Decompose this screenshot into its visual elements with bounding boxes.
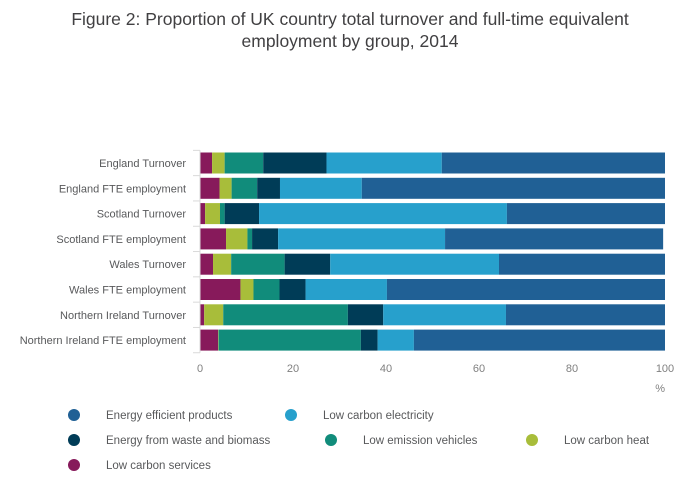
bar-segment-low-carbon-services-1: [200, 177, 220, 199]
bar-segment-energy-efficient-products-3: [445, 228, 664, 250]
x-tick-label-1: 20: [287, 363, 299, 375]
legend-swatch-3: [325, 434, 337, 446]
bar-segment-energy-efficient-products-7: [413, 329, 665, 351]
bar-segment-low-carbon-services-4: [200, 253, 214, 275]
bar-segment-energy-from-waste-and-biomass-3: [252, 228, 279, 250]
bar-segment-low-carbon-services-6: [200, 304, 205, 326]
bar-segment-low-carbon-heat-0: [212, 152, 225, 174]
category-labels: England Turnover England FTE employment Sc…: [20, 149, 201, 354]
bar-segment-energy-from-waste-and-biomass-4: [284, 253, 331, 275]
chart-title: Figure 2: Proportion of UK country total…: [0, 8, 700, 52]
bar-segment-low-emission-vehicles-1: [231, 177, 258, 199]
bar-segment-low-carbon-heat-4: [213, 253, 232, 275]
category-label-5: Wales FTE employment: [69, 285, 186, 297]
bar-segment-low-carbon-heat-2: [205, 203, 220, 225]
bars-group: [200, 152, 665, 351]
bar-segment-low-carbon-electricity-0: [326, 152, 442, 174]
legend-item-energy-from-waste-and-biomass[interactable]: Energy from waste and biomass: [68, 434, 271, 447]
bar-segment-low-carbon-electricity-3: [278, 228, 446, 250]
bar-segment-low-carbon-services-3: [200, 228, 227, 250]
legend-label-5: Low carbon services: [106, 460, 211, 472]
category-label-6: Northern Ireland Turnover: [60, 310, 186, 322]
category-label-4: Wales Turnover: [109, 259, 186, 271]
legend-swatch-4: [526, 434, 538, 446]
chart-title-line-2: employment by group, 2014: [241, 31, 459, 51]
bar-segment-low-carbon-services-2: [200, 203, 206, 225]
legend-label-4: Low carbon heat: [564, 435, 650, 447]
legend-item-low-carbon-services[interactable]: Low carbon services: [68, 459, 211, 472]
bar-segment-low-carbon-electricity-7: [377, 329, 414, 351]
legend-swatch-2: [68, 434, 80, 446]
bar-segment-low-carbon-heat-3: [226, 228, 248, 250]
legend-label-2: Energy from waste and biomass: [106, 435, 271, 447]
category-label-2: Scotland Turnover: [97, 209, 187, 221]
legend-item-low-carbon-heat[interactable]: Low carbon heat: [526, 434, 650, 447]
bar-segment-energy-from-waste-and-biomass-7: [360, 329, 378, 351]
bar-segment-low-carbon-heat-6: [204, 304, 224, 326]
legend-label-0: Energy efficient products: [106, 410, 233, 422]
legend-label-3: Low emission vehicles: [363, 435, 478, 447]
x-tick-label-4: 80: [566, 363, 578, 375]
legend: Energy efficient products Low carbon elec…: [68, 409, 650, 472]
bar-segment-low-carbon-electricity-5: [305, 279, 387, 300]
legend-item-low-emission-vehicles[interactable]: Low emission vehicles: [325, 434, 478, 447]
bar-segment-low-emission-vehicles-4: [231, 253, 285, 275]
x-tick-label-5: 100: [656, 363, 674, 375]
bar-segment-low-carbon-heat-1: [219, 177, 232, 199]
bar-segment-low-carbon-electricity-2: [259, 203, 507, 225]
legend-label-1: Low carbon electricity: [323, 410, 434, 422]
bar-segment-low-emission-vehicles-6: [223, 304, 348, 326]
legend-item-energy-efficient-products[interactable]: Energy efficient products: [68, 409, 233, 422]
x-tick-label-2: 40: [380, 363, 392, 375]
bar-segment-low-carbon-electricity-6: [383, 304, 506, 326]
bar-segment-low-emission-vehicles-5: [253, 279, 280, 300]
chart-title-line-1: Figure 2: Proportion of UK country total…: [71, 9, 629, 29]
bar-segment-low-emission-vehicles-7: [218, 329, 361, 351]
bar-segment-energy-efficient-products-6: [505, 304, 665, 326]
x-tick-label-3: 60: [473, 363, 485, 375]
bar-segment-energy-from-waste-and-biomass-1: [257, 177, 280, 199]
category-label-7: Northern Ireland FTE employment: [20, 335, 186, 347]
category-label-3: Scotland FTE employment: [56, 234, 186, 246]
bar-segment-energy-from-waste-and-biomass-0: [263, 152, 327, 174]
category-label-0: England Turnover: [99, 158, 186, 170]
bar-segment-low-carbon-electricity-1: [279, 177, 362, 199]
bar-segment-low-emission-vehicles-2: [220, 203, 225, 225]
bar-segment-energy-from-waste-and-biomass-6: [347, 304, 384, 326]
legend-item-low-carbon-electricity[interactable]: Low carbon electricity: [285, 409, 434, 422]
legend-swatch-5: [68, 459, 80, 471]
bar-segment-energy-efficient-products-0: [441, 152, 665, 174]
bar-segment-low-emission-vehicles-3: [247, 228, 253, 250]
legend-swatch-1: [285, 409, 297, 421]
bar-segment-energy-efficient-products-1: [361, 177, 665, 199]
x-tick-label-0: 0: [197, 363, 203, 375]
bar-segment-low-carbon-heat-5: [240, 279, 254, 300]
legend-swatch-0: [68, 409, 80, 421]
bar-segment-low-carbon-services-5: [200, 279, 241, 300]
x-axis-unit-label: %: [655, 383, 665, 395]
bar-segment-energy-from-waste-and-biomass-2: [224, 203, 260, 225]
bar-segment-low-emission-vehicles-0: [224, 152, 264, 174]
bar-segment-energy-from-waste-and-biomass-5: [279, 279, 306, 300]
bar-segment-energy-efficient-products-5: [386, 279, 665, 300]
x-axis: 0 20 40 60 80 100%: [197, 363, 674, 395]
bar-segment-low-carbon-electricity-4: [330, 253, 499, 275]
bar-segment-low-carbon-services-0: [200, 152, 213, 174]
category-label-1: England FTE employment: [59, 183, 186, 195]
bar-segment-energy-efficient-products-2: [506, 203, 665, 225]
bar-segment-low-carbon-services-7: [200, 329, 219, 351]
bar-segment-energy-efficient-products-4: [499, 253, 665, 275]
